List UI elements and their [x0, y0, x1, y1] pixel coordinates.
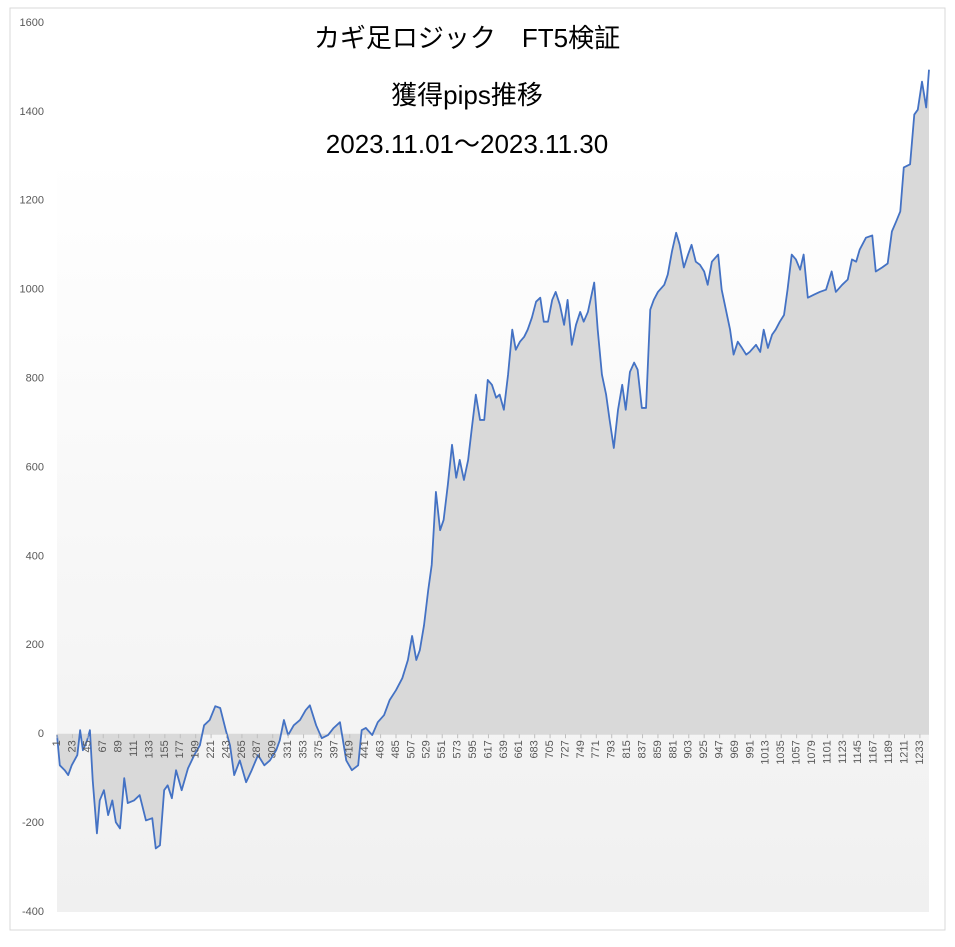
- y-tick-label: 1000: [20, 284, 44, 296]
- x-tick-label: 1145: [852, 740, 864, 764]
- x-tick-label: 155: [159, 740, 171, 758]
- x-tick-label: 67: [97, 740, 109, 752]
- x-tick-label: 727: [559, 740, 571, 758]
- x-tick-label: 45: [82, 740, 94, 752]
- x-tick-label: 1057: [791, 740, 803, 764]
- y-tick-label: 400: [26, 550, 44, 562]
- x-tick-label: 771: [590, 740, 602, 758]
- x-tick-label: 1079: [806, 740, 818, 764]
- x-tick-label: 881: [667, 740, 679, 758]
- x-tick-label: 1: [51, 740, 63, 746]
- x-tick-label: 903: [683, 740, 695, 758]
- x-tick-label: 705: [544, 740, 556, 758]
- x-tick-label: 177: [174, 740, 186, 758]
- x-tick-label: 617: [482, 740, 494, 758]
- x-tick-label: 661: [513, 740, 525, 758]
- area: [57, 69, 929, 849]
- x-tick-label: 1123: [837, 740, 849, 764]
- x-tick-label: 749: [575, 740, 587, 758]
- x-tick-label: 1167: [868, 740, 880, 764]
- x-tick-label: 309: [267, 740, 279, 758]
- x-tick-label: 221: [205, 740, 217, 758]
- x-tick-label: 595: [467, 740, 479, 758]
- x-tick-label: 1013: [760, 740, 772, 764]
- x-tick-label: 639: [498, 740, 510, 758]
- x-tick-label: 441: [359, 740, 371, 758]
- x-tick-label: 1211: [898, 740, 910, 764]
- x-tick-label: 199: [190, 740, 202, 758]
- y-tick-label: 1400: [20, 106, 44, 118]
- x-tick-label: 419: [344, 740, 356, 758]
- y-tick-label: 800: [26, 373, 44, 385]
- x-tick-label: 815: [621, 740, 633, 758]
- chart-subtitle: 獲得pips推移: [391, 80, 543, 110]
- x-tick-label: 1035: [775, 740, 787, 764]
- x-tick-label: 23: [66, 740, 78, 752]
- x-tick-label: 111: [128, 740, 140, 757]
- x-tick-label: 683: [529, 740, 541, 758]
- x-tick-label: 507: [405, 740, 417, 758]
- x-tick-label: 265: [236, 740, 248, 758]
- x-tick-label: 969: [729, 740, 741, 758]
- y-tick-label: 600: [26, 461, 44, 473]
- chart-title: カギ足ロジック FT5検証: [314, 23, 620, 53]
- x-tick-label: 991: [744, 740, 756, 758]
- x-tick-label: 353: [297, 740, 309, 758]
- x-tick-label: 529: [421, 740, 433, 758]
- x-tick-label: 463: [374, 740, 386, 758]
- y-tick-label: 1200: [20, 195, 44, 207]
- y-tick-label: -400: [22, 906, 44, 918]
- x-tick-label: 1233: [914, 740, 926, 764]
- x-tick-label: 287: [251, 740, 263, 758]
- y-tick-label: 1600: [20, 17, 44, 29]
- x-tick-label: 837: [636, 740, 648, 758]
- x-tick-label: 925: [698, 740, 710, 758]
- x-tick-label: 89: [113, 740, 125, 752]
- x-tick-label: 375: [313, 740, 325, 758]
- x-tick-label: 551: [436, 740, 448, 758]
- x-tick-label: 397: [328, 740, 340, 758]
- x-tick-label: 485: [390, 740, 402, 758]
- x-tick-label: 331: [282, 740, 294, 758]
- x-tick-label: 243: [220, 740, 232, 758]
- y-tick-label: 200: [26, 639, 44, 651]
- line: [56, 69, 930, 850]
- date-range: 2023.11.01～2023.11.30: [326, 129, 608, 159]
- y-tick-label: 0: [38, 728, 44, 740]
- x-tick-label: 1189: [883, 740, 895, 764]
- x-tick-label: 859: [652, 740, 664, 758]
- x-tick-label: 947: [713, 740, 725, 758]
- x-tick-label: 793: [606, 740, 618, 758]
- x-tick-label: 133: [143, 740, 155, 758]
- x-tick-label: 573: [452, 740, 464, 758]
- y-tick-label: -200: [22, 817, 44, 829]
- x-tick-label: 1101: [821, 740, 833, 764]
